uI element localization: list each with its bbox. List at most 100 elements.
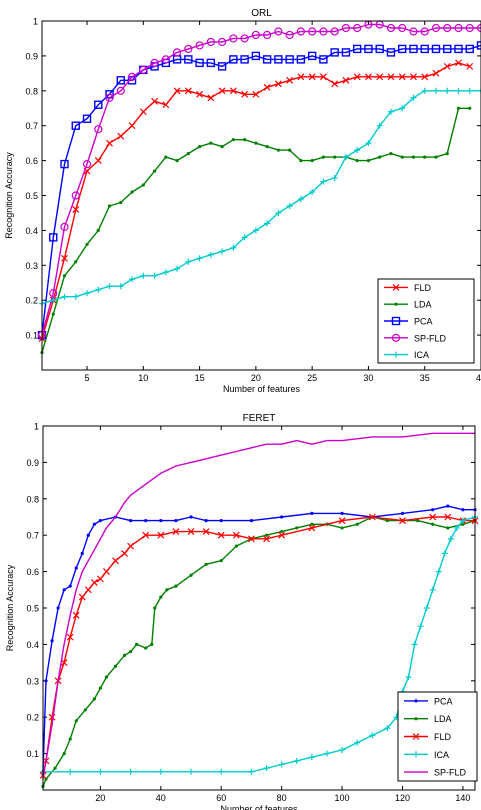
data-point <box>72 293 79 300</box>
series-line <box>42 516 476 787</box>
data-point <box>454 44 463 54</box>
data-point <box>309 189 316 196</box>
data-point <box>78 593 86 601</box>
data-point <box>455 87 462 94</box>
data-point <box>196 255 203 262</box>
data-point <box>386 23 396 33</box>
data-point <box>97 768 104 775</box>
y-tick-label: 0.3 <box>25 261 38 271</box>
data-point <box>468 106 472 110</box>
data-point <box>251 30 260 40</box>
data-point <box>67 768 74 775</box>
data-point <box>286 76 294 84</box>
series-fld <box>38 59 474 343</box>
data-point <box>119 200 123 205</box>
data-point <box>218 37 227 47</box>
series-sp-fld <box>37 20 481 340</box>
data-point <box>420 44 429 54</box>
x-tick-label: 80 <box>277 793 287 803</box>
data-point <box>174 584 178 588</box>
data-point <box>249 519 254 523</box>
data-point <box>341 48 351 57</box>
data-point <box>443 62 451 70</box>
data-point <box>276 148 280 152</box>
data-point <box>130 190 134 194</box>
data-point <box>319 55 328 64</box>
data-point <box>159 595 163 599</box>
data-point <box>308 524 316 532</box>
data-point <box>466 87 473 94</box>
data-point <box>86 533 90 537</box>
orl-chart: ORL Number of features Recognition Accurac… <box>4 8 481 394</box>
data-point <box>252 90 260 98</box>
x-tick-label: 20 <box>95 793 105 803</box>
data-point <box>352 44 362 54</box>
data-point <box>387 108 394 115</box>
data-point <box>139 108 147 116</box>
data-point <box>66 633 74 641</box>
series-pca <box>41 504 477 774</box>
data-point <box>151 97 158 105</box>
data-point <box>365 73 372 81</box>
data-point <box>94 125 103 134</box>
data-point <box>71 121 80 130</box>
data-point <box>82 114 92 123</box>
data-point <box>443 44 452 54</box>
data-point <box>320 178 327 185</box>
y-tick-label: 0.9 <box>25 51 38 61</box>
data-point <box>116 76 125 85</box>
y-tick-label: 0.4 <box>25 226 38 236</box>
data-point <box>162 101 170 109</box>
data-point <box>140 272 147 279</box>
data-point <box>218 87 226 95</box>
y-tick-label: 0.8 <box>25 86 38 96</box>
legend-label: SP-FLD <box>414 333 447 343</box>
data-point <box>319 27 328 36</box>
data-point <box>375 44 384 54</box>
data-point <box>144 519 148 523</box>
data-point <box>423 155 427 159</box>
data-point <box>476 41 481 50</box>
data-point <box>398 23 407 33</box>
x-tick-label: 40 <box>476 373 481 383</box>
data-point <box>446 526 450 530</box>
data-point <box>310 159 314 163</box>
data-point <box>74 719 78 723</box>
data-point <box>74 566 78 570</box>
data-point <box>321 155 326 159</box>
data-point <box>431 508 435 512</box>
legend-label: PCA <box>414 317 433 327</box>
data-point <box>187 528 195 535</box>
data-point <box>202 528 210 535</box>
data-point <box>56 606 60 610</box>
data-point <box>331 175 338 182</box>
data-point <box>207 94 215 102</box>
y-tick-label: 1 <box>34 422 39 432</box>
x-tick-label: 20 <box>251 373 261 383</box>
data-point <box>398 44 407 54</box>
data-point <box>454 23 463 33</box>
legend-marker <box>391 333 401 342</box>
data-point <box>229 87 237 95</box>
data-point <box>355 159 359 163</box>
data-point <box>68 737 72 741</box>
data-point <box>151 272 158 279</box>
data-point <box>278 531 286 539</box>
data-point <box>323 750 330 757</box>
y-tick-label: 0.3 <box>26 676 39 686</box>
data-point <box>431 23 441 33</box>
axes-frame <box>41 20 481 371</box>
data-point <box>92 522 96 526</box>
data-point <box>174 265 181 272</box>
data-point <box>455 59 462 67</box>
data-point <box>308 73 316 81</box>
data-point <box>310 522 314 526</box>
data-point <box>274 55 283 64</box>
data-point <box>82 159 92 169</box>
series-line <box>41 44 481 336</box>
data-point <box>219 519 223 523</box>
data-point <box>417 623 424 630</box>
series-lda <box>40 106 472 355</box>
data-point <box>161 55 170 64</box>
data-point <box>342 154 349 161</box>
